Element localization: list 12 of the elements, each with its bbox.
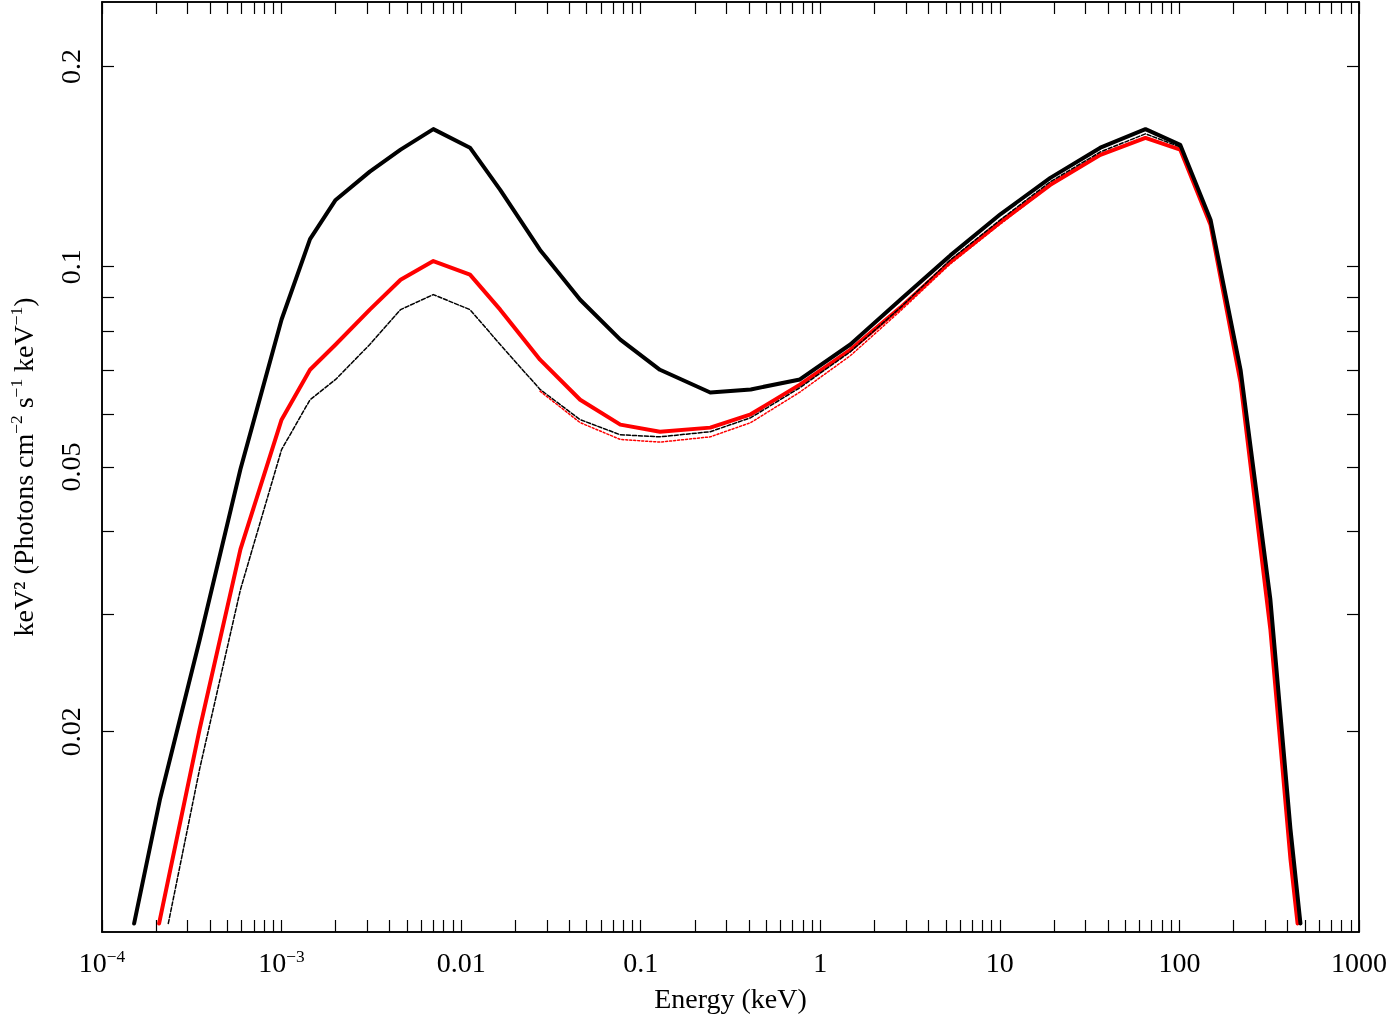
x-tick-label: 0.01 [436, 946, 486, 978]
y-tick-label: 0.02 [54, 707, 86, 757]
y-tick-label: 0.1 [54, 249, 86, 285]
x-tick-label: 1 [813, 946, 828, 978]
y-axis-title: keV² (Photons cm−2 s−1 keV−1) [7, 297, 39, 637]
x-tick-label: 100 [1158, 946, 1201, 978]
y-tick-label: 0.05 [54, 442, 86, 492]
x-axis-title: Energy (keV) [654, 982, 807, 1014]
x-tick-label: 1000 [1331, 946, 1387, 978]
x-tick-label: 10 [985, 946, 1014, 978]
x-tick-label: 0.1 [623, 946, 659, 978]
y-tick-label: 0.2 [54, 48, 86, 84]
